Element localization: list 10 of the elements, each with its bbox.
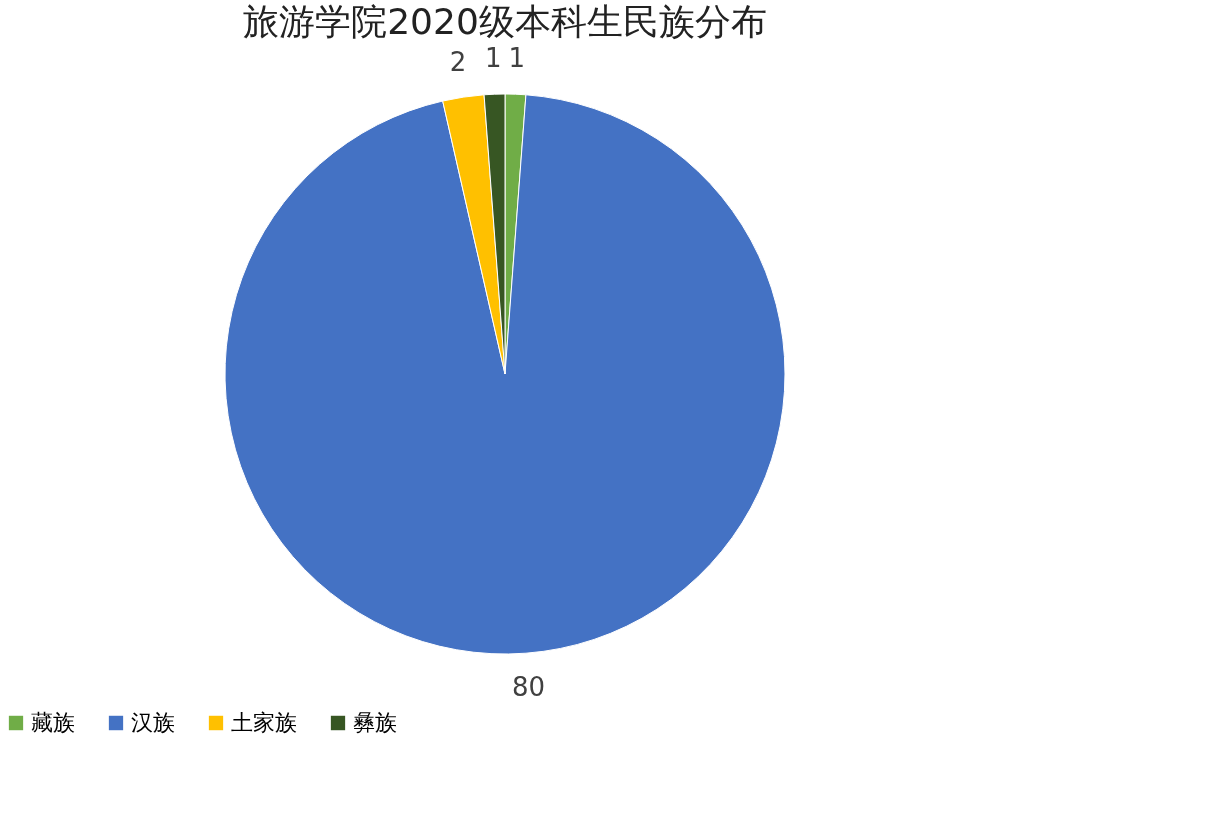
legend-label: 土家族 bbox=[231, 710, 297, 735]
data-label: 80 bbox=[511, 672, 546, 703]
legend-label: 藏族 bbox=[31, 710, 75, 735]
pie-slice bbox=[224, 94, 786, 655]
legend-label: 彝族 bbox=[353, 710, 397, 735]
data-label: 1 bbox=[508, 43, 526, 74]
data-label: 2 bbox=[449, 46, 467, 77]
legend-label: 汉族 bbox=[131, 710, 175, 735]
chart-title: 旅游学院2020级本科生民族分布 bbox=[243, 1, 767, 43]
data-label: 1 bbox=[484, 43, 502, 74]
